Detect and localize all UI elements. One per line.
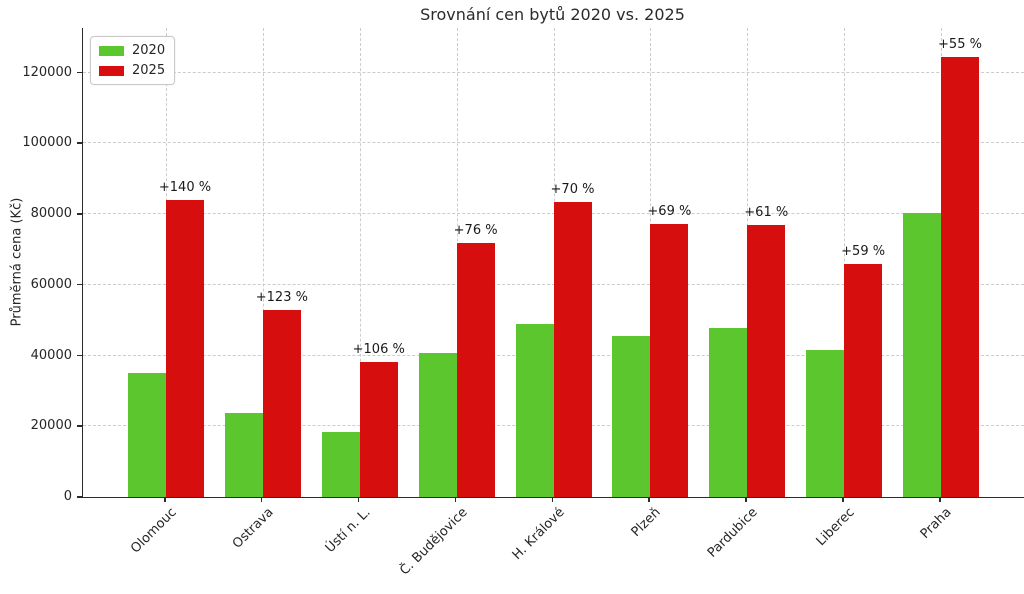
y-tick-label: 80000 (30, 206, 72, 222)
y-tick-mark (77, 496, 82, 498)
annotation-pct: +70 % (550, 182, 595, 198)
y-tick-label: 60000 (30, 276, 72, 292)
x-tick-label: Ostrava (229, 505, 277, 552)
x-tick-mark (454, 497, 457, 502)
bar-2020-1 (128, 373, 166, 497)
bar-2025-4 (456, 243, 495, 497)
y-tick-mark (77, 354, 82, 357)
bar-2025-1 (166, 199, 204, 497)
x-tick-label: Olomouc (128, 505, 180, 557)
x-tick-mark (551, 497, 553, 502)
y-tick-mark (77, 283, 82, 286)
bar-2025-2 (262, 309, 301, 497)
legend-swatch-2025 (99, 65, 124, 76)
x-tick-mark (939, 497, 941, 502)
bar-2025-7 (747, 225, 786, 497)
bar-2020-7 (709, 328, 748, 497)
y-tick-label: 20000 (30, 418, 72, 434)
y-tick-mark (77, 425, 82, 427)
x-tick-label: Liberec (813, 505, 858, 550)
bar-2020-6 (612, 335, 651, 497)
x-tick-label: Č. Budějovice (396, 505, 471, 579)
bar-2025-6 (650, 224, 689, 497)
x-tick-mark (842, 497, 844, 502)
x-tick-mark (648, 497, 650, 502)
annotation-pct: +106 % (352, 342, 405, 358)
legend-item-2025: 2025 (99, 63, 165, 78)
legend-label-2025: 2025 (132, 63, 166, 78)
bar-2020-4 (418, 352, 457, 497)
y-tick-label: 0 (63, 489, 72, 504)
bar-2020-5 (515, 323, 554, 497)
annotation-pct: +140 % (158, 179, 212, 195)
y-tick-mark (77, 71, 82, 74)
x-tick-label: Pardubice (705, 505, 761, 561)
bar-2025-3 (359, 362, 398, 497)
bar-2025-5 (553, 202, 592, 497)
y-tick-label: 100000 (22, 135, 72, 151)
x-tick-mark (745, 497, 747, 502)
bar-2020-8 (806, 350, 845, 497)
y-tick-mark (77, 142, 82, 144)
legend-label-2020: 2020 (132, 43, 166, 58)
gridline-vertical (359, 28, 361, 497)
x-tick-mark (164, 497, 166, 502)
annotation-pct: +69 % (647, 204, 692, 220)
bar-2020-2 (224, 413, 263, 497)
x-tick-label: H. Králové (509, 505, 568, 563)
annotation-pct: +55 % (938, 36, 982, 52)
plot-area: +140 % +123 % +106 % +76 % +70 % +69 % +61 % +5… (82, 28, 1024, 498)
bar-2025-8 (844, 263, 883, 497)
y-tick-mark (77, 213, 82, 215)
gridline-vertical (262, 28, 264, 497)
y-tick-label: 120000 (22, 64, 72, 80)
legend-swatch-2020 (99, 45, 124, 56)
legend: 2020 2025 (90, 36, 176, 85)
annotation-pct: +59 % (841, 243, 886, 259)
x-tick-label: Praha (917, 505, 955, 542)
x-tick-mark (357, 497, 360, 502)
bar-2020-3 (321, 431, 360, 497)
bar-2020-9 (903, 212, 941, 497)
legend-item-2020: 2020 (99, 43, 165, 58)
gridline-vertical (844, 28, 846, 497)
x-tick-label: Plzeň (628, 505, 664, 541)
y-tick-label: 40000 (30, 347, 72, 363)
chart-title: Srovnání cen bytů 2020 vs. 2025 (420, 5, 685, 24)
annotation-pct: +76 % (453, 223, 498, 239)
annotation-pct: +123 % (255, 289, 308, 305)
x-tick-mark (260, 497, 263, 502)
annotation-pct: +61 % (744, 205, 789, 221)
x-tick-label: Ústí n. L. (322, 505, 374, 556)
bar-2025-9 (941, 56, 979, 497)
